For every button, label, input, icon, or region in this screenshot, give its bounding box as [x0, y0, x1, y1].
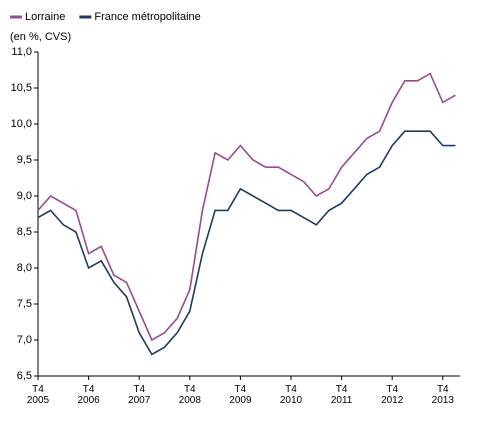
x-tick-label: T4 2013	[431, 384, 454, 406]
y-tick-label: 7,0	[17, 334, 32, 346]
y-tick-label: 8,0	[17, 262, 32, 274]
y-tick-label: 8,5	[17, 226, 32, 238]
legend-label: Lorraine	[25, 11, 65, 23]
y-tick-label: 10,0	[11, 118, 32, 130]
x-tick-label: T4 2006	[77, 384, 100, 406]
x-tick-label: T4 2012	[381, 384, 404, 406]
x-tick-label: T4 2007	[128, 384, 151, 406]
y-tick-label: 6,5	[17, 370, 32, 382]
legend-label: France métropolitaine	[94, 11, 200, 23]
x-tick-label: T4 2008	[178, 384, 201, 406]
x-tick-label: T4 2010	[279, 384, 303, 406]
series-line	[37, 72, 456, 342]
chart-subtitle: (en %, CVS)	[10, 31, 71, 43]
x-tick-label: T4 2009	[229, 384, 252, 406]
y-tick-label: 10,5	[11, 82, 32, 94]
y-tick-label: 11,0	[11, 46, 32, 58]
y-tick-label: 9,5	[17, 154, 32, 166]
x-tick-label: T4 2011	[330, 384, 353, 406]
y-tick-label: 9,0	[17, 190, 32, 202]
y-tick-label: 7,5	[17, 298, 32, 310]
x-tick-label: T4 2005	[26, 384, 50, 406]
series-line	[37, 130, 456, 356]
